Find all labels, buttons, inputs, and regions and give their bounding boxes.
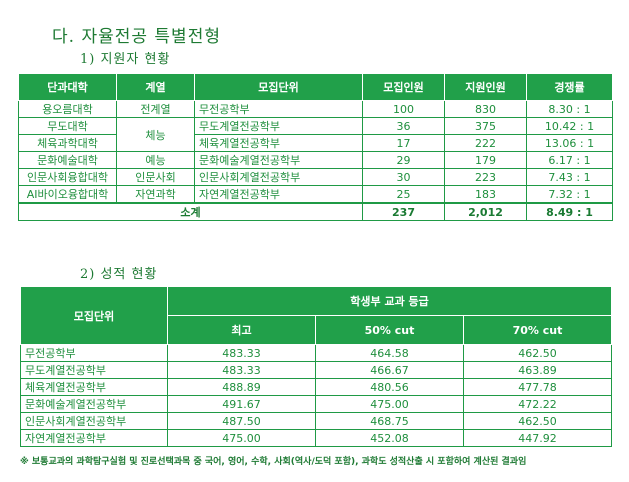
table-row: 무도대학 체능 무도계열전공학부 36 375 10.42 : 1 — [18, 117, 613, 152]
cut50-cell: 468.75 — [315, 412, 464, 430]
footnote: ※ 보통교과의 과학탐구실험 및 진로선택과목 중 국어, 영어, 수학, 사회… — [20, 457, 527, 467]
applicants-cell: 223 — [444, 168, 527, 186]
ratio-cell: 7.43 : 1 — [526, 168, 613, 186]
unit-cell: 문화예술계열전공학부 — [194, 151, 363, 169]
unit-cell: 무도계열전공학부 — [194, 117, 363, 135]
quota-cell: 30 — [362, 168, 445, 186]
total-ratio: 8.49 : 1 — [526, 202, 613, 221]
cut70-cell: 447.92 — [462, 429, 613, 447]
college-cell: AI바이오융합대학 — [18, 185, 117, 204]
cut50-cell: 452.08 — [315, 429, 464, 447]
best-cell: 483.33 — [167, 361, 316, 379]
unit-cell: 자연계열전공학부 — [20, 429, 168, 447]
table-row: 문화예술대학 예능 문화예술계열전공학부 29 179 6.17 : 1 — [18, 151, 613, 169]
cut50-cell: 464.58 — [315, 344, 464, 362]
cut70-cell: 462.50 — [462, 344, 613, 362]
col-header-college: 단과대학 — [18, 73, 117, 101]
field-cell: 전계열 — [116, 100, 195, 118]
unit-cell: 인문사회계열전공학부 — [20, 412, 168, 430]
table-row: 용오름대학 전계열 무전공학부 100 830 8.30 : 1 — [18, 100, 613, 118]
unit-cell: 체육계열전공학부 — [194, 134, 363, 152]
cut70-cell: 472.22 — [462, 395, 613, 413]
table-row: 체육계열전공학부 488.89 480.56 477.78 — [20, 378, 613, 396]
cut50-cell: 480.56 — [315, 378, 464, 396]
field-cell: 예능 — [116, 151, 195, 169]
applicants-cell: 375 — [444, 117, 527, 135]
section-title: 다. 자율전공 특별전형 — [52, 27, 221, 47]
quota-cell: 29 — [362, 151, 445, 169]
applicants-subtitle: 1) 지원자 현황 — [80, 52, 171, 67]
unit-cell: 무도계열전공학부 — [20, 361, 168, 379]
cut70-cell: 462.50 — [462, 412, 613, 430]
applicants-cell: 830 — [444, 100, 527, 118]
field-cell: 인문사회 — [116, 168, 195, 186]
table-row: 무전공학부 483.33 464.58 462.50 — [20, 344, 613, 362]
table-row: 인문사회계열전공학부 487.50 468.75 462.50 — [20, 412, 613, 430]
cut70-cell: 477.78 — [462, 378, 613, 396]
table-header-row: 모집단위 학생부 교과 등급 — [20, 286, 613, 345]
ratio-cell: 13.06 : 1 — [526, 134, 613, 152]
college-cell: 체육과학대학 — [18, 134, 117, 152]
col-header-applicants: 지원인원 — [444, 73, 527, 101]
college-cell: 용오름대학 — [18, 100, 117, 118]
unit-cell: 자연계열전공학부 — [194, 185, 363, 204]
table-row: 문화예술계열전공학부 491.67 475.00 472.22 — [20, 395, 613, 413]
applicants-cell: 183 — [444, 185, 527, 204]
unit-cell: 체육계열전공학부 — [20, 378, 168, 396]
col-header-unit: 모집단위 — [20, 286, 168, 345]
quota-cell: 17 — [362, 134, 445, 152]
ratio-cell: 8.30 : 1 — [526, 100, 613, 118]
unit-cell: 무전공학부 — [20, 344, 168, 362]
best-cell: 491.67 — [167, 395, 316, 413]
best-cell: 483.33 — [167, 344, 316, 362]
col-header-ratio: 경쟁률 — [526, 73, 613, 101]
col-header-best: 최고 — [167, 315, 316, 345]
cut50-cell: 466.67 — [315, 361, 464, 379]
applicants-cell: 179 — [444, 151, 527, 169]
col-header-quota: 모집인원 — [362, 73, 445, 101]
ratio-cell: 6.17 : 1 — [526, 151, 613, 169]
unit-cell: 인문사회계열전공학부 — [194, 168, 363, 186]
total-row: 소계 237 2,012 8.49 : 1 — [18, 202, 613, 221]
quota-cell: 36 — [362, 117, 445, 135]
table-row: 인문사회융합대학 인문사회 인문사회계열전공학부 30 223 7.43 : 1 — [18, 168, 613, 186]
col-header-group: 학생부 교과 등급 — [166, 286, 613, 316]
total-quota: 237 — [362, 202, 445, 221]
ratio-cell: 7.32 : 1 — [526, 185, 613, 204]
grades-table: 모집단위 학생부 교과 등급 최고 50% cut 70% cut 무전공학부 … — [20, 286, 613, 447]
table-row: 무도계열전공학부 483.33 466.67 463.89 — [20, 361, 613, 379]
ratio-cell: 10.42 : 1 — [526, 117, 613, 135]
table-row: AI바이오융합대학 자연과학 자연계열전공학부 25 183 7.32 : 1 — [18, 185, 613, 204]
best-cell: 475.00 — [167, 429, 316, 447]
quota-cell: 25 — [362, 185, 445, 204]
col-header-cut70: 70% cut — [462, 315, 613, 345]
best-cell: 487.50 — [167, 412, 316, 430]
table-header-row: 단과대학 계열 모집단위 모집인원 지원인원 경쟁률 — [18, 73, 613, 101]
table-row: 자연계열전공학부 475.00 452.08 447.92 — [20, 429, 613, 447]
total-label: 소계 — [18, 202, 363, 221]
table-subheader-row: 최고 50% cut 70% cut — [21, 315, 613, 345]
cut50-cell: 475.00 — [315, 395, 464, 413]
field-cell: 체능 — [116, 117, 195, 152]
col-header-unit: 모집단위 — [194, 73, 363, 101]
unit-cell: 무전공학부 — [194, 100, 363, 118]
quota-cell: 100 — [362, 100, 445, 118]
col-header-cut50: 50% cut — [315, 315, 464, 345]
total-applicants: 2,012 — [444, 202, 527, 221]
field-cell: 자연과학 — [116, 185, 195, 204]
table-row: 체육과학대학 체육계열전공학부 17 222 13.06 : 1 — [18, 134, 613, 152]
cut70-cell: 463.89 — [462, 361, 613, 379]
col-header-field: 계열 — [116, 73, 195, 101]
unit-cell: 문화예술계열전공학부 — [20, 395, 168, 413]
college-cell: 무도대학 — [18, 117, 117, 135]
college-cell: 문화예술대학 — [18, 151, 117, 169]
grades-subtitle: 2) 성적 현황 — [80, 267, 158, 282]
applicants-table: 단과대학 계열 모집단위 모집인원 지원인원 경쟁률 용오름대학 전계열 무전공… — [18, 73, 613, 221]
best-cell: 488.89 — [167, 378, 316, 396]
applicants-cell: 222 — [444, 134, 527, 152]
college-cell: 인문사회융합대학 — [18, 168, 117, 186]
